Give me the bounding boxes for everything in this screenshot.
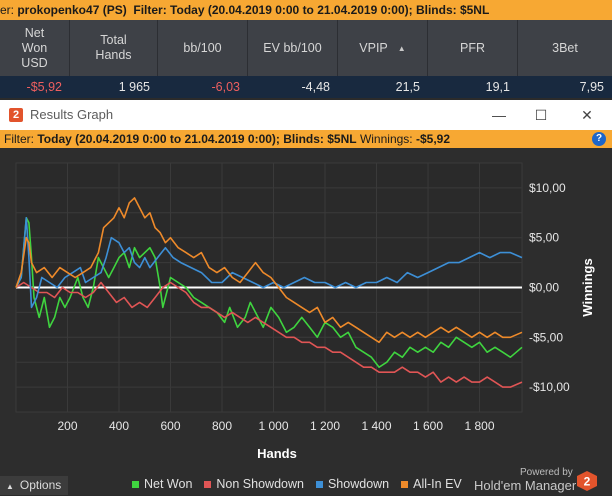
x-tick-label: 1 200: [310, 419, 340, 433]
winnings-value: -$5,92: [415, 132, 450, 146]
brand-name: Hold'em Manager: [474, 478, 577, 493]
player-name[interactable]: prokopenko47 (PS): [17, 3, 127, 17]
x-tick-label: 200: [57, 419, 77, 433]
background-filter-strip: er: prokopenko47 (PS) Filter: Today (20.…: [0, 0, 612, 20]
results-chart[interactable]: 200 400 600 800 1 000 1 200 1 400 1 600 1 800 $10…: [0, 148, 612, 466]
svg-text:2: 2: [584, 475, 591, 489]
caret-up-icon: ▲: [6, 482, 14, 491]
graph-panel: 200 400 600 800 1 000 1 200 1 400 1 600 1 800 $10…: [0, 148, 612, 466]
cell-ev-bb100: -4,48: [301, 80, 331, 94]
legend-swatch: [204, 480, 212, 488]
x-tick-label: 800: [212, 419, 232, 433]
filter-value: Today (20.04.2019 0:00 to 21.04.2019 0:0…: [37, 132, 357, 146]
column-header-net-won[interactable]: Net Won USD: [0, 20, 70, 76]
hm2-logo-icon: 2: [577, 471, 597, 491]
y-tick-label: $5,00: [529, 231, 559, 245]
column-header-vpip[interactable]: VPIP ▲: [338, 20, 428, 76]
winnings-label: Winnings:: [356, 132, 416, 146]
x-tick-label: 1 600: [413, 419, 443, 433]
stats-table-header: Net Won USD Total Hands bb/100 EV bb/100 VP…: [0, 20, 612, 76]
column-header-pfr[interactable]: PFR: [428, 20, 518, 76]
minimize-button[interactable]: —: [492, 107, 506, 123]
column-header-bb100[interactable]: bb/100: [158, 20, 248, 76]
column-header-3bet[interactable]: 3Bet: [552, 40, 578, 55]
y-tick-label: $10,00: [529, 181, 566, 195]
background-filter-text: Filter: Today (20.04.2019 0:00 to 21.04.…: [133, 3, 490, 17]
y-tick-label: -$10,00: [529, 380, 570, 394]
legend-item-net-won[interactable]: Net Won: [132, 477, 192, 491]
y-tick-label: $0,00: [529, 281, 559, 295]
x-axis-label: Hands: [257, 446, 297, 461]
results-graph-window: 2 Results Graph — ☐ ✕ Filter: Today (20.…: [0, 100, 612, 466]
legend-swatch: [401, 480, 409, 488]
powered-by-label: Powered by: [520, 467, 573, 478]
x-tick-label: 600: [160, 419, 180, 433]
x-tick-label: 400: [109, 419, 129, 433]
window-titlebar[interactable]: 2 Results Graph — ☐ ✕: [0, 100, 612, 130]
series-line-showdown: [15, 217, 523, 309]
series-line-all-in-ev: [15, 197, 523, 344]
maximize-button[interactable]: ☐: [534, 107, 548, 123]
x-tick-label: 1 800: [464, 419, 494, 433]
series-line-net-won: [15, 217, 523, 368]
y-tick-label: -$5,00: [529, 330, 563, 344]
bottom-bar: ▲ Options Net Won Non Showdown Showdown A…: [0, 466, 612, 495]
legend-item-showdown[interactable]: Showdown: [315, 477, 389, 491]
legend-swatch: [132, 480, 139, 488]
player-prefix: er:: [0, 3, 18, 17]
cell-total-hands: 1 965: [118, 80, 150, 94]
cell-bb100: -6,03: [211, 80, 241, 94]
filter-bar: Filter: Today (20.04.2019 0:00 to 21.04.…: [0, 130, 612, 148]
help-icon[interactable]: ?: [592, 132, 606, 146]
cell-net-won: -$5,92: [26, 80, 62, 94]
x-tick-label: 1 000: [258, 419, 288, 433]
cell-pfr: 19,1: [485, 80, 510, 94]
table-row[interactable]: -$5,92 1 965 -6,03 -4,48 21,5 19,1 7,95: [0, 76, 612, 98]
column-header-total-hands[interactable]: Total Hands: [70, 20, 158, 76]
legend-item-all-in-ev[interactable]: All-In EV: [401, 477, 462, 491]
series-line-non-showdown: [15, 281, 523, 388]
column-header-ev-bb100[interactable]: EV bb/100: [248, 20, 338, 76]
legend-swatch: [315, 480, 323, 488]
cell-vpip: 21,5: [395, 80, 420, 94]
chart-legend: Net Won Non Showdown Showdown All-In EV: [132, 477, 462, 491]
window-title: Results Graph: [30, 107, 114, 122]
x-tick-label: 1 400: [361, 419, 391, 433]
options-button[interactable]: ▲ Options: [0, 476, 68, 495]
y-axis-label: Winnings: [580, 258, 595, 316]
cell-3bet: 7,95: [579, 80, 604, 94]
close-button[interactable]: ✕: [581, 107, 593, 123]
sort-ascending-icon: ▲: [397, 43, 406, 53]
legend-item-non-showdown[interactable]: Non Showdown: [204, 477, 304, 491]
filter-label: Filter:: [4, 132, 38, 146]
app-logo-icon: 2: [9, 108, 23, 122]
